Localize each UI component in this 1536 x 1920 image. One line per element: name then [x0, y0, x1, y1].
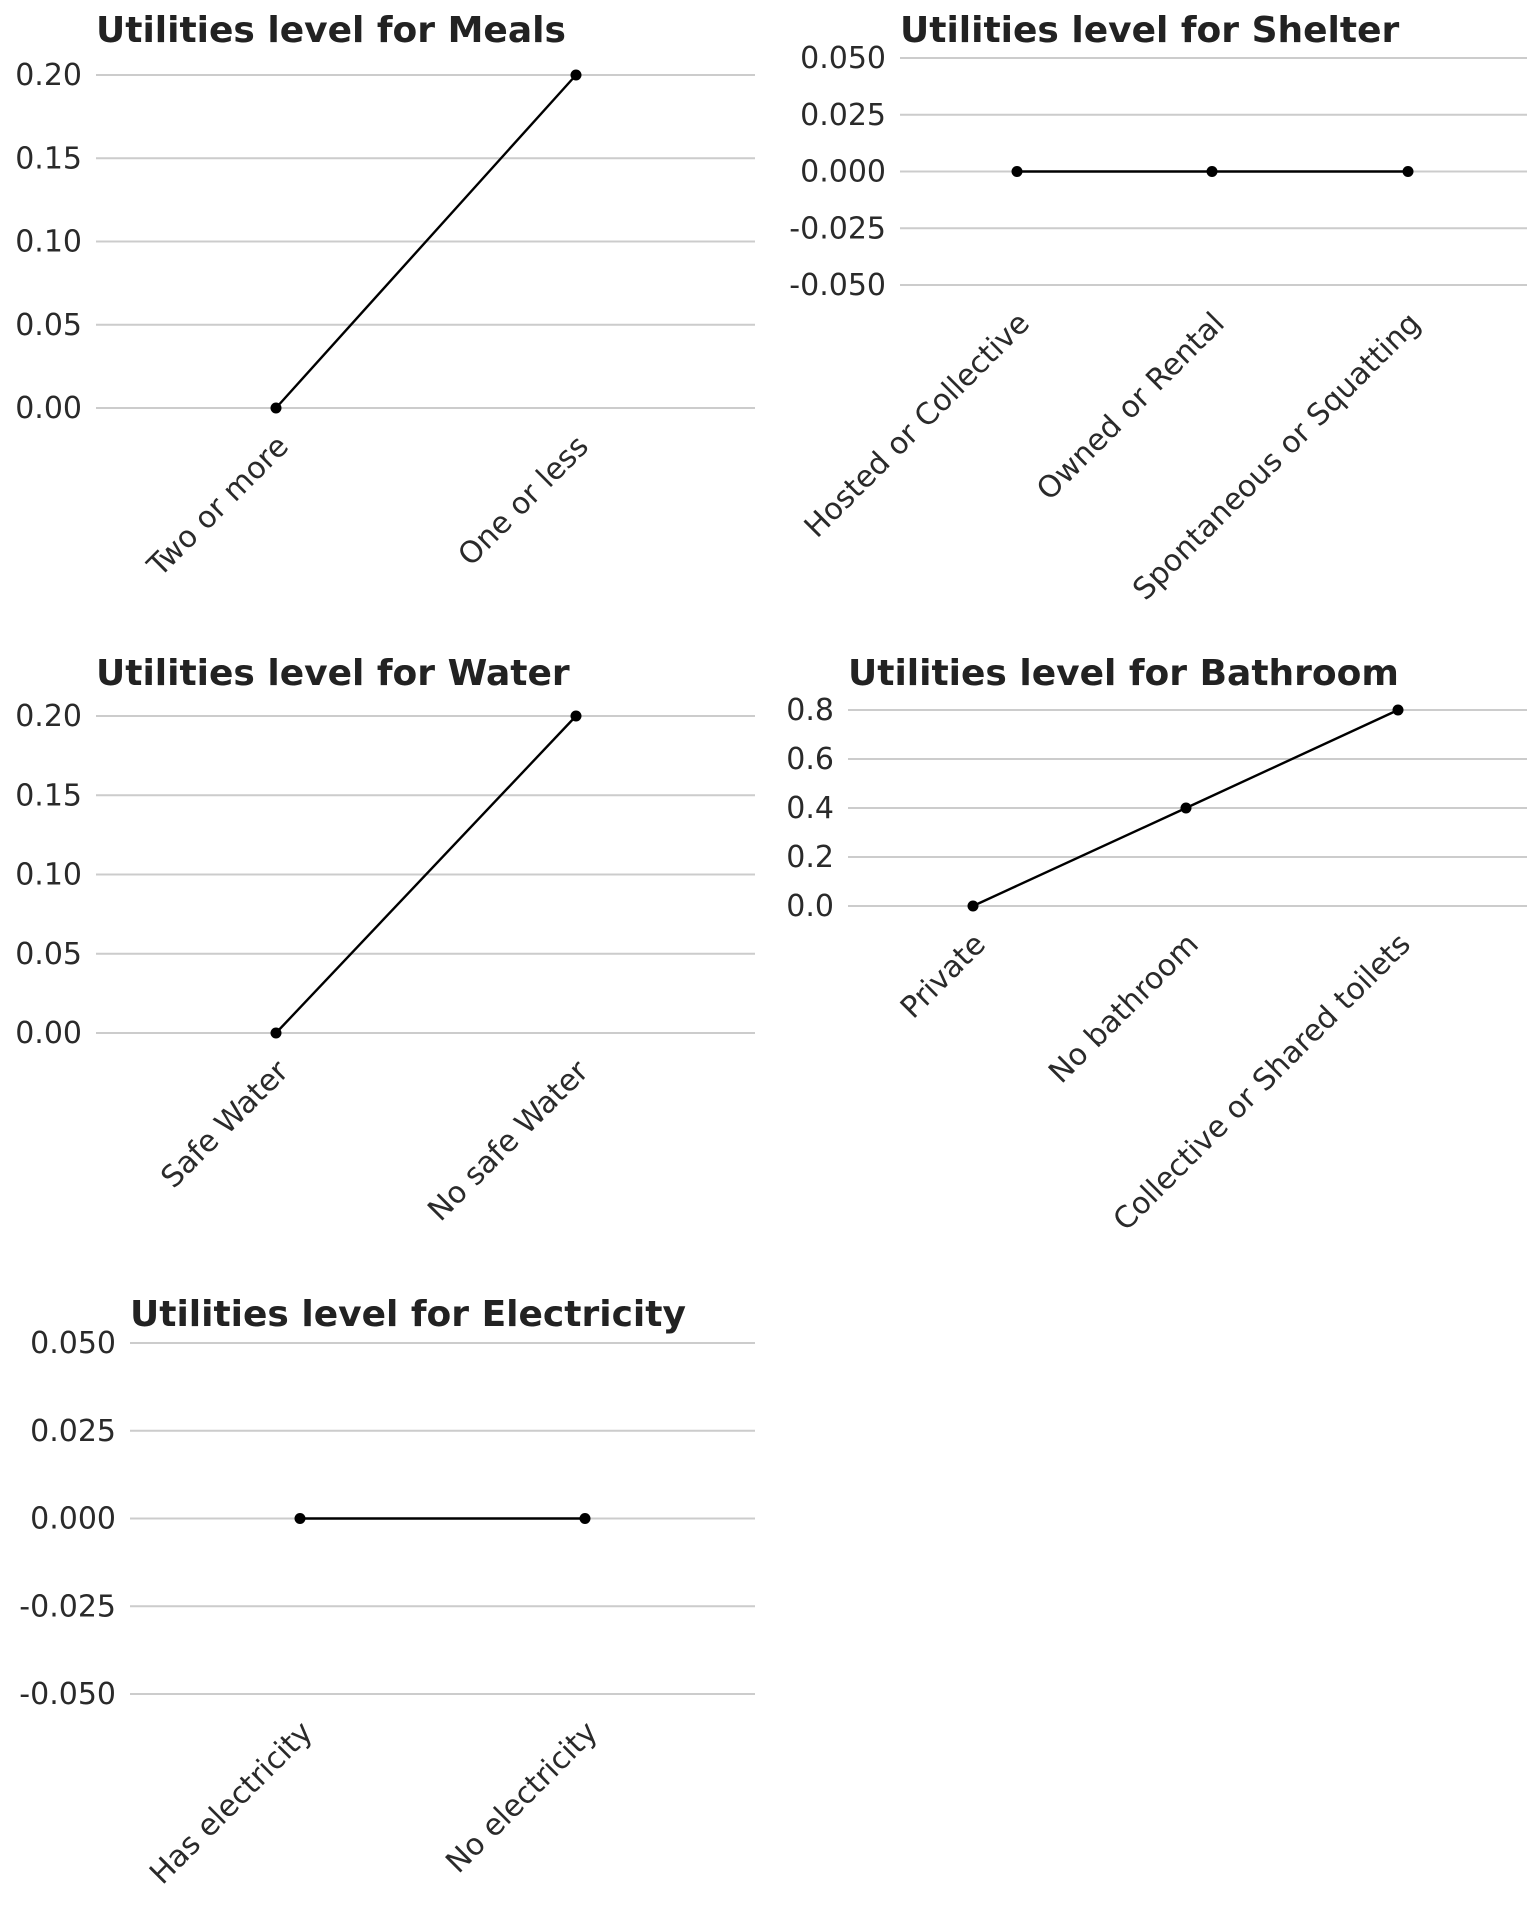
y-tick-label: 0.20 [15, 58, 82, 93]
data-point [1180, 802, 1192, 814]
chart-panel: Utilities level for Water 0.00 0.05 0.10 0.1… [15, 653, 755, 1228]
data-point [579, 1513, 591, 1524]
chart-title: Utilities level for Bathroom [848, 653, 1399, 694]
y-tick-label: -0.025 [19, 1589, 116, 1624]
x-tick-label: Owned or Rental [1030, 306, 1231, 507]
y-tick-label: 0.00 [15, 391, 82, 426]
x-tick-label: Private [894, 927, 993, 1026]
y-tick-label: 0.15 [15, 778, 82, 813]
y-tick-label: 0.025 [800, 98, 886, 133]
y-tick-label: 0.050 [30, 1326, 116, 1361]
chart-title: Utilities level for Water [96, 653, 570, 694]
y-tick-label: -0.050 [19, 1677, 116, 1712]
data-point [1011, 166, 1023, 177]
data-point [570, 69, 582, 81]
series-line [275, 715, 577, 1034]
y-tick-label: 0.00 [15, 1016, 82, 1051]
chart-panel: Utilities level for Electricity -0.050 -0.… [19, 1294, 755, 1891]
y-tick-label: 0.10 [15, 858, 82, 893]
x-tick-label: No bathroom [1042, 927, 1205, 1090]
data-point [270, 1027, 282, 1039]
chart-panel: Utilities level for Shelter -0.050 -0.025 0… [789, 10, 1527, 607]
data-point [270, 402, 282, 414]
y-tick-label: 0.000 [800, 155, 886, 190]
y-tick-label: 0.20 [15, 699, 82, 734]
y-tick-label: 0.000 [30, 1502, 116, 1537]
data-point [570, 710, 582, 722]
y-tick-label: 0.05 [15, 308, 82, 343]
data-point [967, 900, 979, 912]
x-tick-label: Safe Water [154, 1053, 296, 1195]
y-tick-label: 0.10 [15, 225, 82, 260]
chart-title: Utilities level for Meals [96, 10, 566, 51]
y-tick-label: 0.4 [786, 791, 834, 826]
chart-title: Utilities level for Shelter [900, 10, 1400, 51]
x-tick-label: Hosted or Collective [798, 306, 1037, 545]
data-point [1392, 704, 1404, 716]
x-tick-label: Has electricity [143, 1715, 320, 1892]
y-tick-label: -0.050 [789, 268, 886, 303]
x-tick-label: One or less [451, 429, 595, 573]
y-tick-label: 0.8 [786, 693, 834, 728]
y-tick-label: 0.15 [15, 141, 82, 176]
y-tick-label: 0.6 [786, 742, 834, 777]
x-tick-label: No electricity [439, 1715, 604, 1880]
x-tick-label: No safe Water [421, 1053, 596, 1228]
chart-title: Utilities level for Electricity [130, 1294, 686, 1335]
y-tick-label: -0.025 [789, 211, 886, 246]
y-tick-label: 0.2 [786, 840, 834, 875]
y-tick-label: 0.05 [15, 937, 82, 972]
y-tick-label: 0.0 [786, 889, 834, 924]
chart-panel: Utilities level for Meals 0.00 0.05 0.10 0.1… [15, 10, 755, 584]
y-tick-label: 0.025 [30, 1414, 116, 1449]
data-point [1402, 166, 1414, 177]
x-tick-label: Two or more [140, 429, 295, 584]
data-point [1206, 166, 1218, 177]
data-point [294, 1513, 306, 1524]
series-line [275, 74, 577, 409]
chart-panel: Utilities level for Bathroom 0.0 0.2 0.4 0.6… [786, 653, 1527, 1238]
y-tick-label: 0.050 [800, 41, 886, 76]
